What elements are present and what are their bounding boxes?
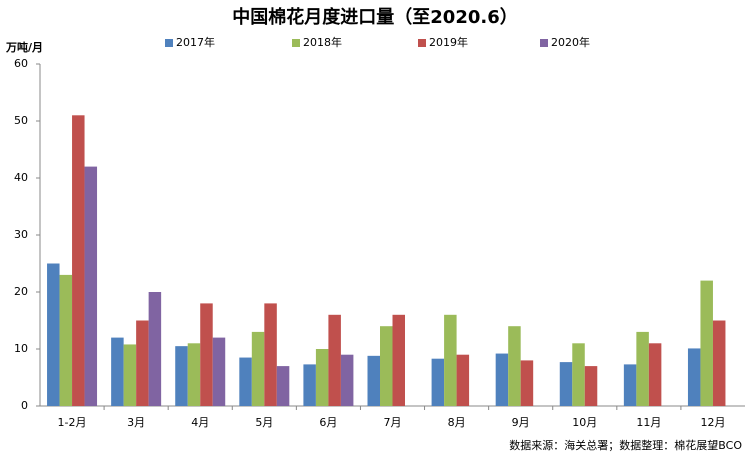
bar [303, 364, 316, 406]
bar [508, 326, 521, 406]
y-tick-label: 50 [14, 114, 28, 127]
bar [340, 354, 354, 406]
bar [495, 353, 509, 406]
bar [328, 314, 341, 406]
bar [136, 320, 149, 406]
x-tick-label: 10月 [572, 416, 597, 429]
bar [123, 344, 137, 406]
y-tick-label: 20 [14, 285, 28, 298]
bar [187, 343, 201, 406]
bar [212, 337, 226, 406]
x-tick-label: 5月 [255, 416, 273, 429]
bar [111, 337, 124, 406]
legend-swatch [418, 39, 426, 47]
bar [264, 303, 277, 406]
x-tick-label: 7月 [384, 416, 402, 429]
bar [431, 358, 445, 406]
x-tick-label: 12月 [700, 416, 725, 429]
legend-swatch [292, 39, 300, 47]
legend-label: 2018年 [303, 35, 342, 49]
bar [456, 354, 470, 406]
x-tick-label: 4月 [191, 416, 209, 429]
source-note: 数据来源：海关总署；数据整理：棉花展望BCO [509, 438, 742, 452]
bar [47, 263, 60, 406]
bar [239, 357, 252, 406]
bar [712, 320, 726, 406]
bar [380, 326, 393, 406]
bar [148, 292, 162, 406]
bar [59, 274, 73, 406]
x-tick-label: 9月 [512, 416, 530, 429]
bar [648, 343, 662, 406]
x-tick-label: 6月 [319, 416, 337, 429]
bar [200, 303, 213, 406]
legend-label: 2019年 [429, 35, 468, 49]
bar [520, 360, 534, 406]
legend-label: 2017年 [176, 35, 215, 49]
bar [687, 348, 701, 406]
x-tick-label: 1-2月 [58, 416, 87, 429]
legend-swatch [165, 39, 173, 47]
bar [251, 331, 265, 406]
bar [392, 314, 405, 406]
bar [572, 343, 585, 406]
bar [623, 364, 637, 406]
bar [584, 366, 598, 406]
bar [636, 331, 649, 406]
x-tick-label: 11月 [636, 416, 661, 429]
legend-label: 2020年 [551, 35, 590, 49]
bar [367, 355, 380, 406]
y-axis-label: 万吨/月 [5, 40, 43, 54]
y-tick-label: 10 [14, 342, 28, 355]
x-tick-label: 8月 [448, 416, 466, 429]
bar [72, 115, 85, 407]
x-tick-label: 3月 [127, 416, 145, 429]
bar [315, 349, 329, 406]
bar [700, 280, 713, 406]
bar [444, 314, 457, 406]
y-tick-label: 30 [14, 228, 28, 241]
y-tick-label: 0 [21, 399, 28, 412]
y-tick-label: 40 [14, 171, 28, 184]
bar [276, 366, 290, 406]
legend-swatch [540, 39, 548, 47]
bar [84, 166, 98, 406]
y-tick-label: 60 [14, 57, 28, 70]
chart-title: 中国棉花月度进口量（至2020.6） [232, 6, 517, 28]
bar [559, 362, 573, 406]
bar [175, 346, 188, 406]
